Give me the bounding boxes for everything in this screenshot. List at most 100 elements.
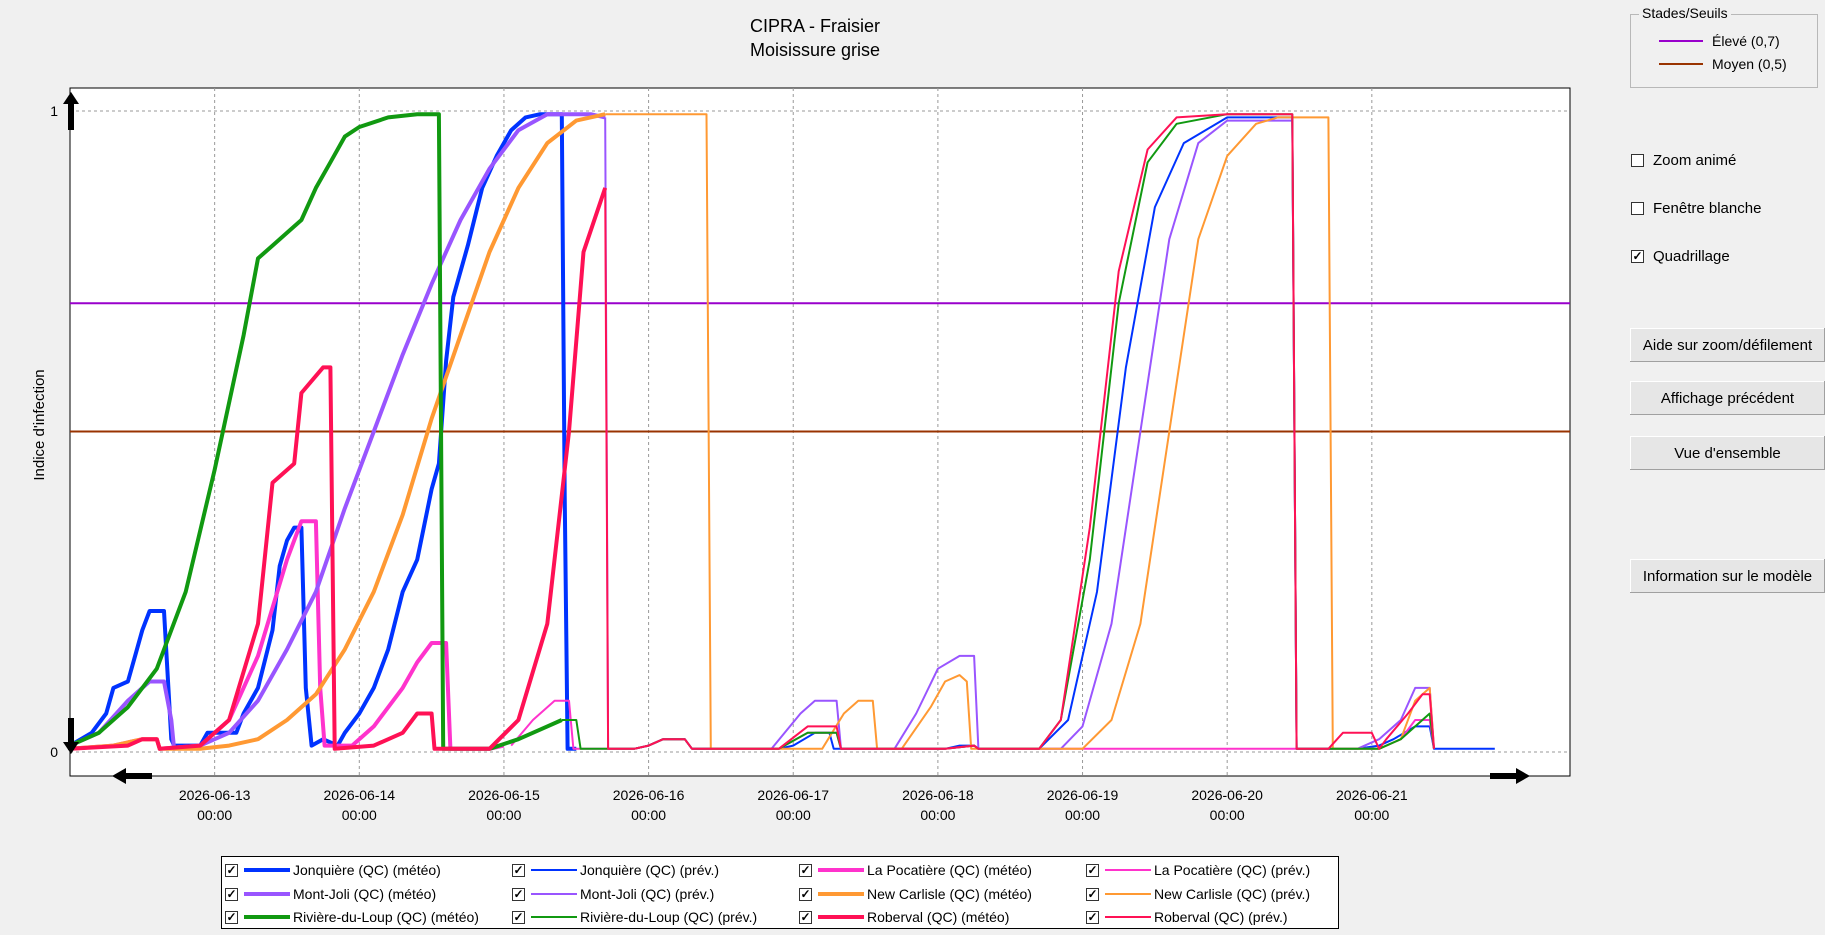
x-tick-date-0: 2026-06-13 <box>179 787 251 803</box>
legend: ✓ Jonquière (QC) (météo) ✓ Jonquière (QC) (… <box>221 856 1339 929</box>
legend-label-4: Mont-Joli (QC) (météo) <box>293 886 437 902</box>
legend-checkbox-10[interactable]: ✓ <box>799 909 812 924</box>
arrow-down-icon[interactable] <box>63 718 79 754</box>
legend-item-1[interactable]: ✓ Jonquière (QC) (prév.) <box>512 860 719 880</box>
y-ticks: 01 <box>50 103 58 760</box>
legend-label-0: Jonquière (QC) (météo) <box>293 862 441 878</box>
legend-label-9: Rivière-du-Loup (QC) (prév.) <box>580 909 758 925</box>
legend-item-8[interactable]: ✓ Rivière-du-Loup (QC) (météo) <box>225 907 479 927</box>
zoom-help-button[interactable]: Aide sur zoom/défilement <box>1630 328 1825 362</box>
legend-checkbox-4[interactable]: ✓ <box>225 886 238 901</box>
legend-swatch-1 <box>531 869 577 871</box>
legend-swatch-6 <box>818 892 864 896</box>
stage-high: Élevé (0,7) <box>1659 32 1780 50</box>
legend-checkbox-11[interactable]: ✓ <box>1086 909 1099 924</box>
x-tick-date-8: 2026-06-21 <box>1336 787 1408 803</box>
x-tick-date-3: 2026-06-16 <box>613 787 685 803</box>
x-tick-date-4: 2026-06-17 <box>757 787 829 803</box>
x-tick-time-7: 00:00 <box>1210 807 1245 823</box>
x-tick-date-5: 2026-06-18 <box>902 787 974 803</box>
legend-swatch-4 <box>244 892 290 896</box>
stage-high-label: Élevé (0,7) <box>1712 33 1780 49</box>
stages-title: Stades/Seuils <box>1639 5 1731 21</box>
legend-checkbox-7[interactable]: ✓ <box>1086 886 1099 901</box>
previous-view-button[interactable]: Affichage précédent <box>1630 381 1825 415</box>
x-tick-time-8: 00:00 <box>1354 807 1389 823</box>
legend-swatch-11 <box>1105 916 1151 918</box>
x-tick-time-1: 00:00 <box>342 807 377 823</box>
x-tick-time-2: 00:00 <box>486 807 521 823</box>
stage-high-line <box>1659 40 1703 42</box>
fenetre-blanche-checkbox[interactable]: Fenêtre blanche <box>1631 198 1761 218</box>
arrow-up-icon[interactable] <box>63 92 79 130</box>
checkbox-quadrillage[interactable]: ✓ <box>1631 248 1644 263</box>
legend-item-4[interactable]: ✓ Mont-Joli (QC) (météo) <box>225 884 436 904</box>
legend-checkbox-9[interactable]: ✓ <box>512 909 525 924</box>
legend-item-7[interactable]: ✓ New Carlisle (QC) (prév.) <box>1086 884 1310 904</box>
legend-swatch-0 <box>244 868 290 872</box>
legend-item-0[interactable]: ✓ Jonquière (QC) (météo) <box>225 860 441 880</box>
legend-item-2[interactable]: ✓ La Pocatière (QC) (météo) <box>799 860 1032 880</box>
legend-label-11: Roberval (QC) (prév.) <box>1154 909 1288 925</box>
legend-label-6: New Carlisle (QC) (météo) <box>867 886 1032 902</box>
y-tick-label-1: 1 <box>50 103 58 119</box>
stage-medium-label: Moyen (0,5) <box>1712 56 1787 72</box>
x-ticks: 2026-06-13 00:00 2026-06-14 00:00 2026-06-15… <box>179 787 1408 823</box>
quadrillage-label[interactable]: Quadrillage <box>1653 247 1730 265</box>
x-tick-time-0: 00:00 <box>197 807 232 823</box>
chart[interactable]: CIPRA - Fraisier Moisissure grise Indice… <box>0 0 1620 850</box>
arrow-left-icon[interactable] <box>112 768 152 784</box>
x-tick-date-2: 2026-06-15 <box>468 787 540 803</box>
chart-subtitle: Moisissure grise <box>750 40 880 60</box>
legend-checkbox-5[interactable]: ✓ <box>512 886 525 901</box>
legend-swatch-5 <box>531 893 577 895</box>
legend-item-11[interactable]: ✓ Roberval (QC) (prév.) <box>1086 907 1288 927</box>
fenetre-blanche-label[interactable]: Fenêtre blanche <box>1653 199 1762 217</box>
series-line-10 <box>69 187 608 751</box>
x-tick-date-1: 2026-06-14 <box>323 787 395 803</box>
y-tick-label-0: 0 <box>50 744 58 760</box>
x-tick-time-6: 00:00 <box>1065 807 1100 823</box>
zoom-anime-label[interactable]: Zoom animé <box>1653 151 1737 169</box>
legend-item-6[interactable]: ✓ New Carlisle (QC) (météo) <box>799 884 1032 904</box>
legend-label-7: New Carlisle (QC) (prév.) <box>1154 886 1311 902</box>
legend-label-2: La Pocatière (QC) (météo) <box>867 862 1032 878</box>
legend-checkbox-6[interactable]: ✓ <box>799 886 812 901</box>
x-tick-time-5: 00:00 <box>920 807 955 823</box>
legend-label-5: Mont-Joli (QC) (prév.) <box>580 886 715 902</box>
thresholds <box>70 302 1570 433</box>
x-tick-date-6: 2026-06-19 <box>1047 787 1119 803</box>
legend-swatch-2 <box>818 868 864 872</box>
stage-medium: Moyen (0,5) <box>1659 55 1787 73</box>
series-group <box>68 112 1495 751</box>
legend-item-5[interactable]: ✓ Mont-Joli (QC) (prév.) <box>512 884 714 904</box>
legend-label-3: La Pocatière (QC) (prév.) <box>1154 862 1311 878</box>
series-line-11 <box>604 113 1435 750</box>
legend-label-10: Roberval (QC) (météo) <box>867 909 1010 925</box>
x-tick-date-7: 2026-06-20 <box>1191 787 1263 803</box>
quadrillage-checkbox[interactable]: ✓ Quadrillage <box>1631 246 1730 266</box>
legend-checkbox-3[interactable]: ✓ <box>1086 862 1099 877</box>
overview-button[interactable]: Vue d'ensemble <box>1630 436 1825 470</box>
legend-checkbox-8[interactable]: ✓ <box>225 909 238 924</box>
arrow-right-icon[interactable] <box>1490 768 1530 784</box>
model-info-button[interactable]: Information sur le modèle <box>1630 559 1825 593</box>
legend-swatch-10 <box>818 915 864 919</box>
legend-item-10[interactable]: ✓ Roberval (QC) (météo) <box>799 907 1009 927</box>
zoom-anime-checkbox[interactable]: Zoom animé <box>1631 150 1736 170</box>
checkbox-zoom-anime[interactable] <box>1631 153 1644 167</box>
chart-title: CIPRA - Fraisier <box>750 16 880 36</box>
x-tick-time-4: 00:00 <box>776 807 811 823</box>
legend-checkbox-0[interactable]: ✓ <box>225 862 238 877</box>
legend-label-1: Jonquière (QC) (prév.) <box>580 862 720 878</box>
stages-groupbox: Stades/Seuils Élevé (0,7) Moyen (0,5) <box>1630 5 1818 88</box>
legend-item-3[interactable]: ✓ La Pocatière (QC) (prév.) <box>1086 860 1310 880</box>
legend-checkbox-2[interactable]: ✓ <box>799 862 812 877</box>
stage-medium-line <box>1659 63 1703 65</box>
legend-item-9[interactable]: ✓ Rivière-du-Loup (QC) (prév.) <box>512 907 757 927</box>
checkbox-fenetre-blanche[interactable] <box>1631 201 1644 215</box>
legend-label-8: Rivière-du-Loup (QC) (météo) <box>293 909 479 925</box>
legend-swatch-3 <box>1105 869 1151 871</box>
legend-checkbox-1[interactable]: ✓ <box>512 862 525 877</box>
legend-swatch-7 <box>1105 893 1151 895</box>
